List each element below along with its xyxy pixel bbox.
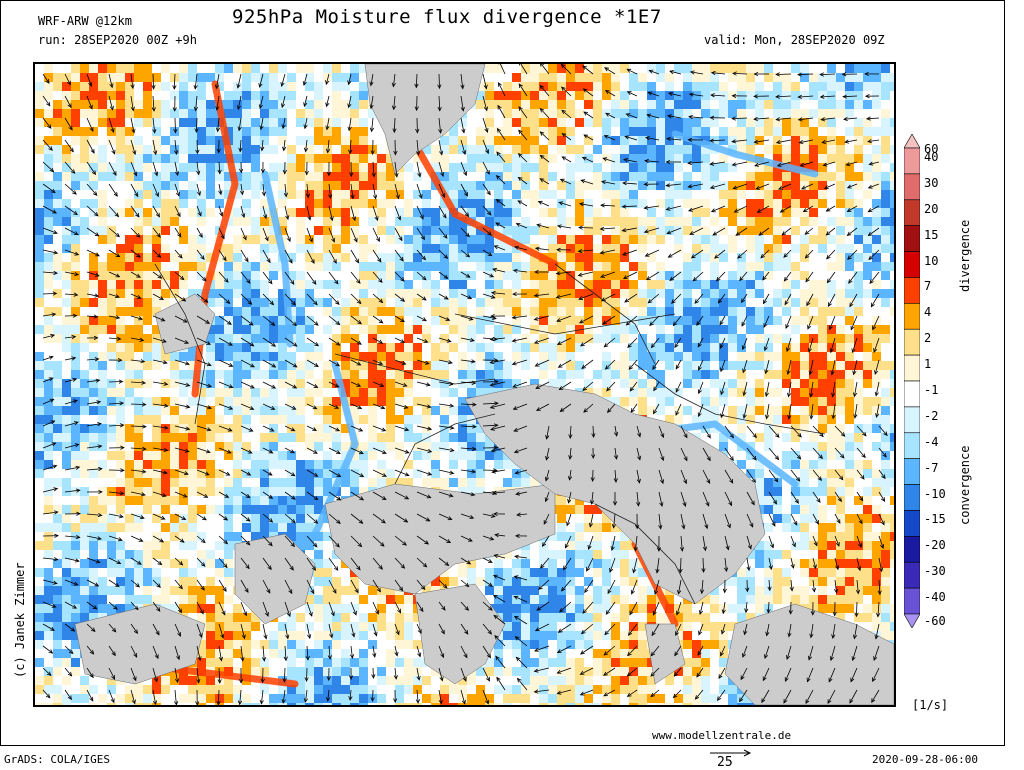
colorbar-tick-label: 20: [924, 202, 938, 216]
colorbar-tick-label: -4: [924, 435, 938, 449]
credit-label: (c) Janek Zimmer: [13, 562, 27, 678]
colorbar-tick-label: -1: [924, 383, 938, 397]
colorbar-swatch: [904, 148, 920, 174]
colorbar-swatch: [904, 536, 920, 562]
model-label: WRF-ARW @12km: [38, 14, 132, 28]
colorbar-tick-label: -2: [924, 409, 938, 423]
convergence-label: convergence: [958, 446, 972, 525]
unit-label: [1/s]: [912, 698, 948, 712]
colorbar-swatch: [904, 134, 920, 148]
chart-title: 925hPa Moisture flux divergence *1E7: [232, 6, 662, 28]
colorbar-tick-label: -15: [924, 512, 946, 526]
colorbar-tick-label: 4: [924, 305, 931, 319]
map-canvas: [35, 64, 894, 705]
colorbar-swatch: [904, 329, 920, 355]
colorbar-tick-label: -10: [924, 487, 946, 501]
colorbar-tick-label: 2: [924, 331, 931, 345]
colorbar: [904, 134, 920, 628]
colorbar-tick-label: 10: [924, 254, 938, 268]
colorbar-tick-label: 1: [924, 357, 931, 371]
colorbar-tick-label: -20: [924, 538, 946, 552]
colorbar-swatch: [904, 381, 920, 407]
colorbar-swatch: [904, 562, 920, 588]
colorbar-tick-label: -60: [924, 614, 946, 628]
colorbar-swatch: [904, 433, 920, 459]
site-url: www.modellzentrale.de: [652, 729, 791, 742]
colorbar-swatch: [904, 614, 920, 628]
run-label: run: 28SEP2020 00Z +9h: [38, 33, 197, 47]
colorbar-swatch: [904, 588, 920, 614]
colorbar-swatch: [904, 485, 920, 511]
colorbar-swatch: [904, 277, 920, 303]
grads-credit: GrADS: COLA/IGES: [4, 753, 110, 766]
colorbar-tick-label: 15: [924, 228, 938, 242]
colorbar-swatch: [904, 407, 920, 433]
colorbar-swatch: [904, 459, 920, 485]
colorbar-tick-label: 7: [924, 279, 931, 293]
colorbar-swatch: [904, 200, 920, 226]
colorbar-swatch: [904, 355, 920, 381]
colorbar-tick-label: -30: [924, 564, 946, 578]
colorbar-swatch: [904, 252, 920, 278]
colorbar-tick-label: -40: [924, 590, 946, 604]
colorbar-swatch: [904, 303, 920, 329]
map-panel: [33, 62, 896, 707]
timestamp: 2020-09-28-06:00: [872, 753, 978, 766]
colorbar-swatch: [904, 510, 920, 536]
colorbar-tick-label: 30: [924, 176, 938, 190]
colorbar-tick-label: 40: [924, 150, 938, 164]
colorbar-tick-label: -7: [924, 461, 938, 475]
colorbar-swatch: [904, 174, 920, 200]
divergence-label: divergence: [958, 220, 972, 292]
valid-time: valid: Mon, 28SEP2020 09Z: [704, 33, 885, 47]
colorbar-swatch: [904, 226, 920, 252]
